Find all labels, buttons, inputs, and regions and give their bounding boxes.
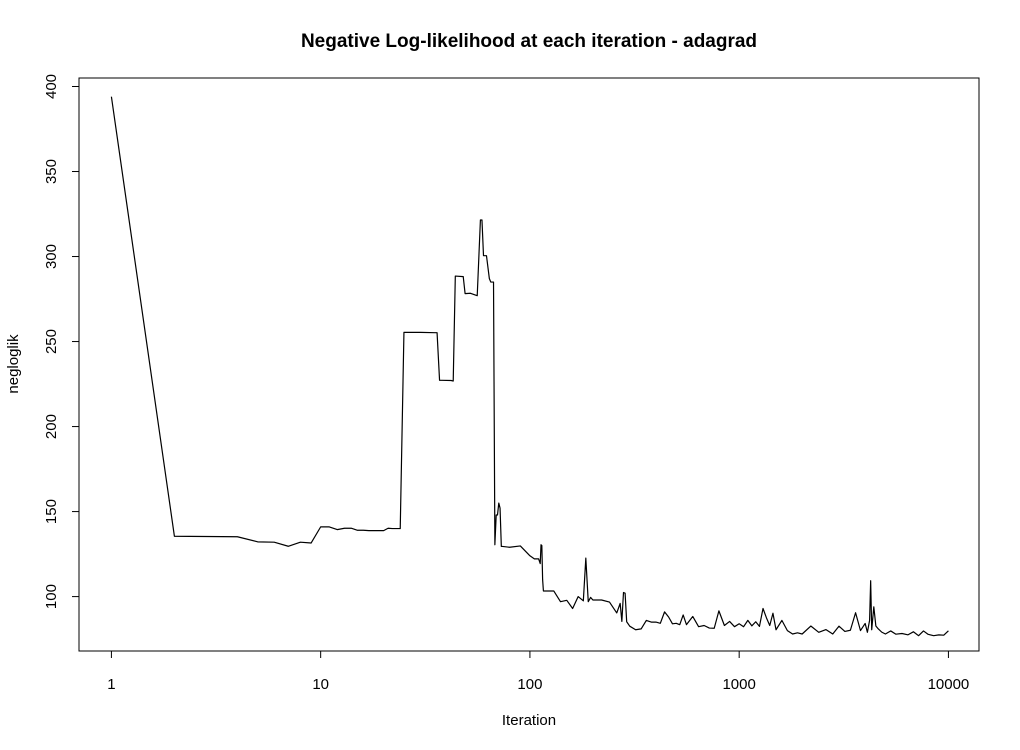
series-line [110, 96, 949, 637]
y-tick-label: 300 [43, 244, 60, 269]
y-axis-label: negloglik [5, 334, 22, 394]
x-tick-label: 10000 [928, 676, 970, 693]
y-tick-label: 150 [43, 499, 60, 524]
series-layer [110, 96, 949, 637]
x-axis: 1 10 100 1000 10000 [107, 650, 970, 693]
y-tick-label: 200 [43, 414, 60, 439]
y-tick-label: 350 [43, 159, 60, 184]
x-tick-label: 1000 [722, 676, 755, 693]
y-tick-label: 250 [43, 329, 60, 354]
x-tick-label: 1 [107, 676, 115, 693]
y-tick-label: 400 [43, 74, 60, 99]
x-tick-label: 100 [517, 676, 542, 693]
plot-frame [78, 77, 980, 652]
y-tick-label: 100 [43, 584, 60, 609]
chart-title: Negative Log-likelihood at each iteratio… [301, 31, 757, 52]
x-axis-label: Iteration [502, 712, 556, 729]
x-tick-label: 10 [312, 676, 329, 693]
y-axis: 100 150 200 250 300 350 400 [43, 74, 80, 609]
